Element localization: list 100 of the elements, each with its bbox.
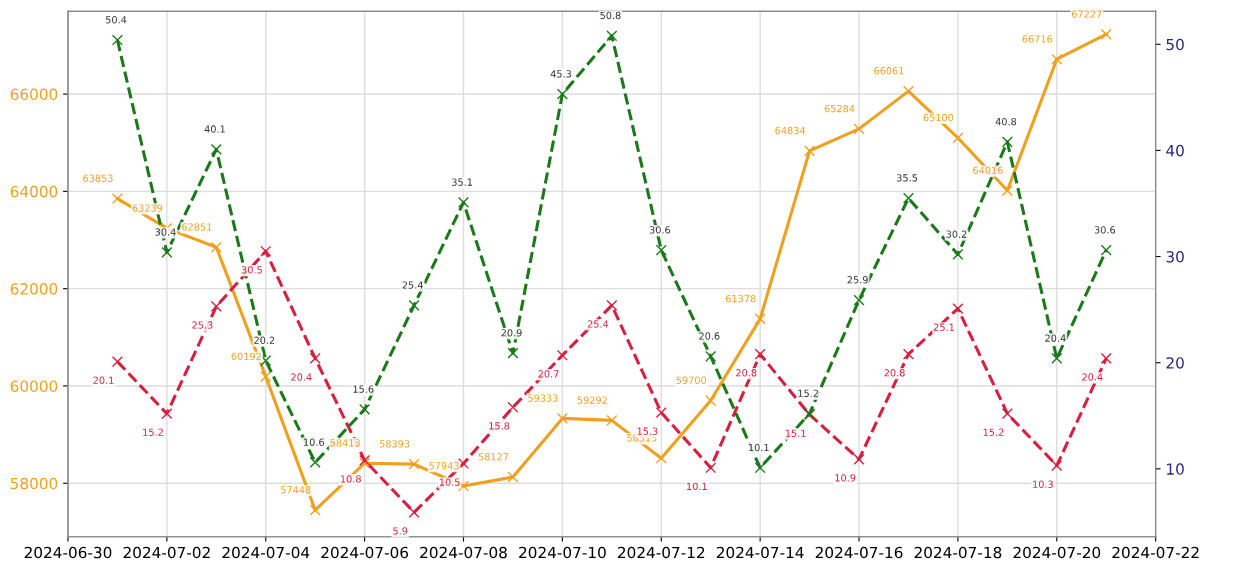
point: [655, 407, 667, 419]
point: [1001, 408, 1013, 420]
data-label: 20.8: [884, 369, 905, 377]
x-tick-label: 2024-07-22: [1112, 546, 1199, 559]
y2-tick-label: 10: [1167, 463, 1184, 475]
data-label: 5.9: [393, 527, 408, 535]
point: [210, 300, 222, 312]
data-label: 40.1: [204, 125, 225, 133]
point: [952, 248, 964, 260]
point: [655, 244, 667, 256]
point: [952, 302, 964, 315]
point: [1051, 352, 1063, 364]
point: [1100, 28, 1112, 40]
data-label: 20.4: [291, 373, 312, 381]
x-tick-label: 2024-07-08: [420, 546, 507, 559]
point: [1051, 460, 1063, 472]
point: [309, 456, 321, 469]
point: [804, 145, 816, 157]
data-label: 30.2: [946, 230, 967, 238]
data-label: 30.6: [1094, 226, 1116, 234]
point: [111, 34, 123, 46]
point: [754, 313, 766, 325]
data-label: 20.9: [501, 329, 522, 337]
point: [556, 88, 568, 100]
data-label: 15.6: [353, 385, 374, 393]
point: [111, 192, 123, 205]
y-tick-label: 64000: [10, 185, 58, 198]
data-label: 58393: [379, 440, 410, 448]
point: [408, 458, 420, 470]
point: [309, 352, 321, 364]
data-label: 58515: [627, 434, 657, 442]
y-tick-label: 60000: [10, 380, 58, 392]
data-label: 25.9: [847, 276, 868, 284]
x-tick-label: 2024-07-12: [617, 546, 705, 559]
point: [260, 371, 272, 383]
point: [754, 348, 766, 360]
point: [507, 471, 519, 483]
data-label: 20.4: [1082, 373, 1103, 381]
data-label: 58413: [330, 439, 360, 447]
data-label: 15.1: [785, 429, 806, 437]
data-label: 35.1: [452, 178, 473, 186]
point: [359, 403, 371, 415]
data-label: 57448: [281, 486, 311, 494]
x-tick-label: 2024-06-30: [24, 546, 112, 559]
x-tick-label: 2024-07-18: [914, 546, 1002, 559]
data-label: 59292: [577, 396, 607, 404]
data-label: 20.1: [93, 376, 114, 384]
point: [1100, 352, 1112, 364]
x-tick-label: 2024-07-04: [222, 546, 310, 559]
point: [457, 196, 470, 208]
data-label: 25.4: [402, 281, 423, 289]
data-label: 30.6: [649, 226, 671, 234]
point: [705, 394, 717, 407]
data-label: 66716: [1022, 35, 1053, 43]
point: [606, 299, 618, 311]
y-tick-label: 66000: [10, 88, 58, 101]
y-tick-label: 62000: [10, 283, 58, 295]
data-label: 45.3: [550, 70, 572, 78]
data-label: 20.8: [736, 369, 757, 377]
data-label: 20.2: [254, 336, 275, 344]
point: [507, 401, 519, 413]
data-label: 40.8: [995, 117, 1017, 126]
data-label: 64016: [973, 166, 1003, 174]
data-label: 61378: [725, 294, 756, 303]
data-label: 65100: [923, 113, 954, 122]
data-label: 20.7: [538, 370, 559, 378]
data-label: 58127: [478, 453, 509, 461]
x-tick-label: 2024-07-20: [1013, 546, 1101, 559]
point: [705, 462, 717, 474]
point: [1100, 244, 1112, 256]
point: [1001, 185, 1013, 197]
data-label: 25.4: [587, 320, 609, 328]
data-label: 59333: [528, 394, 558, 402]
y-tick-label: 58000: [10, 477, 58, 490]
point: [902, 85, 915, 97]
point: [408, 299, 420, 311]
data-label: 57943: [429, 462, 459, 470]
y2-tick-label: 40: [1166, 144, 1184, 157]
data-label: 64834: [775, 126, 806, 135]
data-label: 15.3: [637, 427, 658, 435]
point: [507, 347, 519, 359]
point: [1001, 136, 1013, 148]
x-tick-label: 2024-07-10: [519, 546, 606, 559]
data-label: 10.1: [749, 443, 769, 452]
data-label: 10.5: [439, 478, 460, 486]
point: [161, 246, 173, 258]
point: [902, 348, 915, 360]
point: [754, 462, 766, 474]
point: [853, 453, 865, 465]
x-tick-label: 2024-07-16: [815, 546, 903, 559]
y2-tick-label: 50: [1166, 38, 1184, 51]
data-label: 25.1: [933, 323, 954, 331]
point: [260, 245, 272, 257]
y2-tick-label: 20: [1166, 357, 1184, 369]
data-label: 59700: [676, 376, 707, 384]
data-label: 10.1: [687, 482, 707, 491]
data-label: 15.8: [489, 422, 510, 430]
point: [606, 30, 618, 42]
point: [161, 408, 173, 420]
data-label: 25.3: [192, 321, 213, 329]
